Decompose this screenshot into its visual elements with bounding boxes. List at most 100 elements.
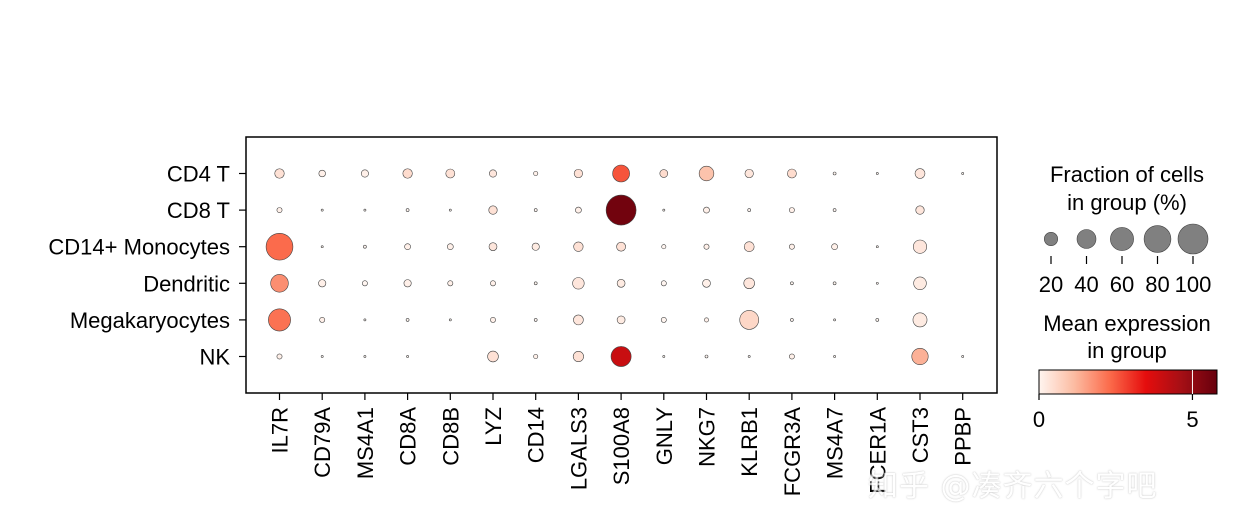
- x-tick-label: LGALS3: [566, 407, 591, 490]
- watermark: 知乎 @凑齐六个字吧: [868, 469, 1158, 504]
- dot-marker: [789, 207, 795, 213]
- size-legend-dot: [1177, 223, 1209, 255]
- dot-marker: [320, 208, 324, 212]
- dot-marker: [747, 355, 751, 358]
- dot-marker: [489, 169, 497, 178]
- dot-marker: [318, 279, 327, 288]
- x-tick-label: CD8A: [396, 407, 421, 466]
- dot-marker: [402, 168, 413, 179]
- dot-marker: [912, 239, 928, 254]
- dot-marker: [831, 243, 838, 250]
- y-tick-label: Megakaryocytes: [70, 308, 230, 333]
- size-legend-dot: [1076, 229, 1097, 249]
- dot-marker: [790, 281, 794, 286]
- dot-marker: [448, 318, 452, 322]
- dot-marker: [832, 281, 837, 286]
- dot-marker: [616, 315, 626, 325]
- dot-marker: [662, 208, 666, 212]
- dot-marker: [789, 353, 795, 360]
- dot-marker: [875, 318, 880, 322]
- size-legend-label: 100: [1175, 272, 1212, 297]
- dot-marker: [320, 355, 324, 358]
- dot-marker: [445, 168, 456, 179]
- dot-marker: [702, 279, 711, 288]
- dot-marker: [961, 172, 965, 175]
- x-tick-label: FCGR3A: [780, 407, 805, 497]
- size-legend: Fraction of cells in group (%) 20 40 60 80 1…: [1039, 162, 1212, 297]
- dot-marker: [320, 245, 324, 249]
- dot-marker: [575, 206, 582, 214]
- dot-marker: [573, 314, 584, 326]
- dot-markers: [265, 164, 965, 367]
- dot-marker: [572, 350, 584, 362]
- dot-marker: [659, 169, 669, 178]
- dot-marker: [487, 350, 499, 363]
- x-tick-label: PPBP: [951, 407, 976, 466]
- dot-marker: [405, 318, 410, 322]
- dot-marker: [573, 168, 583, 179]
- dot-marker: [360, 169, 369, 178]
- x-tick-label: S100A8: [609, 407, 634, 485]
- dot-marker: [363, 244, 367, 249]
- dot-marker: [488, 242, 498, 251]
- dot-marker: [832, 171, 837, 176]
- dot-marker: [914, 168, 926, 179]
- dot-marker: [268, 308, 291, 332]
- dot-marker: [662, 355, 666, 358]
- dot-marker: [572, 277, 585, 290]
- x-tick-label: CD8B: [438, 407, 463, 466]
- dot-marker: [405, 208, 410, 212]
- size-legend-label: 80: [1145, 272, 1169, 297]
- x-tick-label: KLRB1: [737, 407, 762, 477]
- dot-marker: [448, 208, 452, 212]
- dot-marker: [490, 316, 496, 323]
- size-legend-dot: [1143, 225, 1172, 253]
- x-tick-label: IL7R: [268, 407, 293, 453]
- x-tick-label: CD79A: [310, 407, 335, 478]
- dot-marker: [743, 277, 755, 290]
- dot-marker: [605, 194, 637, 226]
- dot-marker: [912, 312, 928, 328]
- color-legend-title-line2: in group: [1087, 338, 1167, 363]
- dot-marker: [363, 208, 367, 212]
- dot-marker: [533, 354, 539, 359]
- dot-marker: [744, 168, 754, 179]
- dot-marker: [406, 355, 409, 358]
- dot-marker: [403, 279, 412, 288]
- dot-marker: [361, 280, 368, 287]
- dot-marker: [533, 208, 538, 212]
- x-tick-label: MS4A1: [353, 407, 378, 479]
- dot-marker: [612, 164, 630, 183]
- x-axis-ticks: IL7R CD79A MS4A1 CD8A CD8B LYZ CD14 LGALS3 S100A…: [268, 393, 976, 496]
- dot-marker: [833, 355, 836, 358]
- dot-marker: [270, 274, 289, 293]
- size-legend-label: 40: [1074, 272, 1098, 297]
- dot-marker: [274, 168, 285, 179]
- dot-marker: [573, 241, 584, 252]
- dot-marker: [363, 318, 367, 322]
- dot-marker: [704, 354, 709, 359]
- x-tick-label: CD14: [524, 407, 549, 463]
- dot-marker: [446, 243, 454, 250]
- size-legend-title-line2: in group (%): [1067, 190, 1187, 215]
- dot-marker: [265, 232, 294, 261]
- x-tick-label: LYZ: [481, 407, 506, 446]
- colorbar: [1038, 369, 1218, 395]
- dot-marker: [875, 172, 879, 175]
- dot-marker: [616, 279, 626, 288]
- dot-marker: [743, 241, 755, 252]
- x-tick-label: MS4A7: [823, 407, 848, 479]
- size-legend-label: 60: [1110, 272, 1134, 297]
- dot-marker: [790, 318, 794, 322]
- dot-marker: [698, 165, 715, 182]
- dot-marker: [363, 355, 367, 358]
- y-tick-label: CD14+ Monocytes: [48, 235, 230, 260]
- dot-marker: [404, 243, 411, 250]
- dot-marker: [913, 276, 927, 290]
- dot-marker: [787, 168, 797, 179]
- dot-marker: [660, 316, 667, 323]
- size-legend-dot: [1110, 227, 1134, 251]
